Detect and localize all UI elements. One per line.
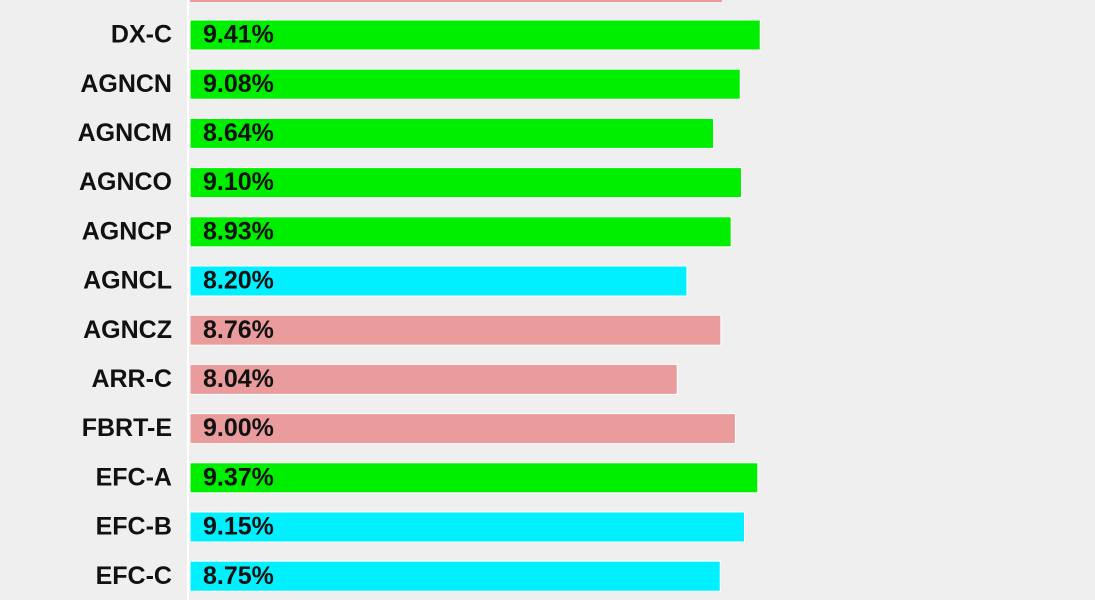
category-label: AGNCP <box>82 217 172 245</box>
value-label: 9.41% <box>203 21 274 49</box>
value-label: 8.93% <box>203 217 274 245</box>
bar <box>189 560 721 592</box>
category-label: EFC-C <box>96 562 172 590</box>
cropped-bar <box>190 0 722 2</box>
bar <box>189 68 741 100</box>
category-label: EFC-B <box>96 513 172 541</box>
value-label: 9.00% <box>203 414 274 442</box>
bar <box>189 511 745 543</box>
category-label: EFC-A <box>96 463 172 491</box>
value-label: 8.75% <box>203 562 274 590</box>
value-label: 9.37% <box>203 463 274 491</box>
category-label: AGNCL <box>83 267 172 295</box>
bar <box>189 265 688 297</box>
value-label: 8.04% <box>203 365 274 393</box>
bar <box>189 314 722 346</box>
value-label: 8.20% <box>203 267 274 295</box>
category-label: AGNCO <box>79 168 172 196</box>
bar <box>189 19 761 51</box>
category-label: ARR-C <box>91 365 172 393</box>
value-label: 8.76% <box>203 316 274 344</box>
value-label: 9.10% <box>203 168 274 196</box>
category-label: AGNCZ <box>83 316 172 344</box>
bar <box>189 216 732 248</box>
bar <box>189 413 736 445</box>
bar <box>189 167 742 199</box>
bar <box>189 363 678 395</box>
category-label: AGNCM <box>78 119 172 147</box>
value-label: 8.64% <box>203 119 274 147</box>
category-label: FBRT-E <box>82 414 172 442</box>
value-label: 9.15% <box>203 513 274 541</box>
category-label: DX-C <box>111 21 172 49</box>
category-label: AGNCN <box>80 70 172 98</box>
bar <box>189 117 715 149</box>
bar <box>189 462 759 494</box>
value-label: 9.08% <box>203 70 274 98</box>
